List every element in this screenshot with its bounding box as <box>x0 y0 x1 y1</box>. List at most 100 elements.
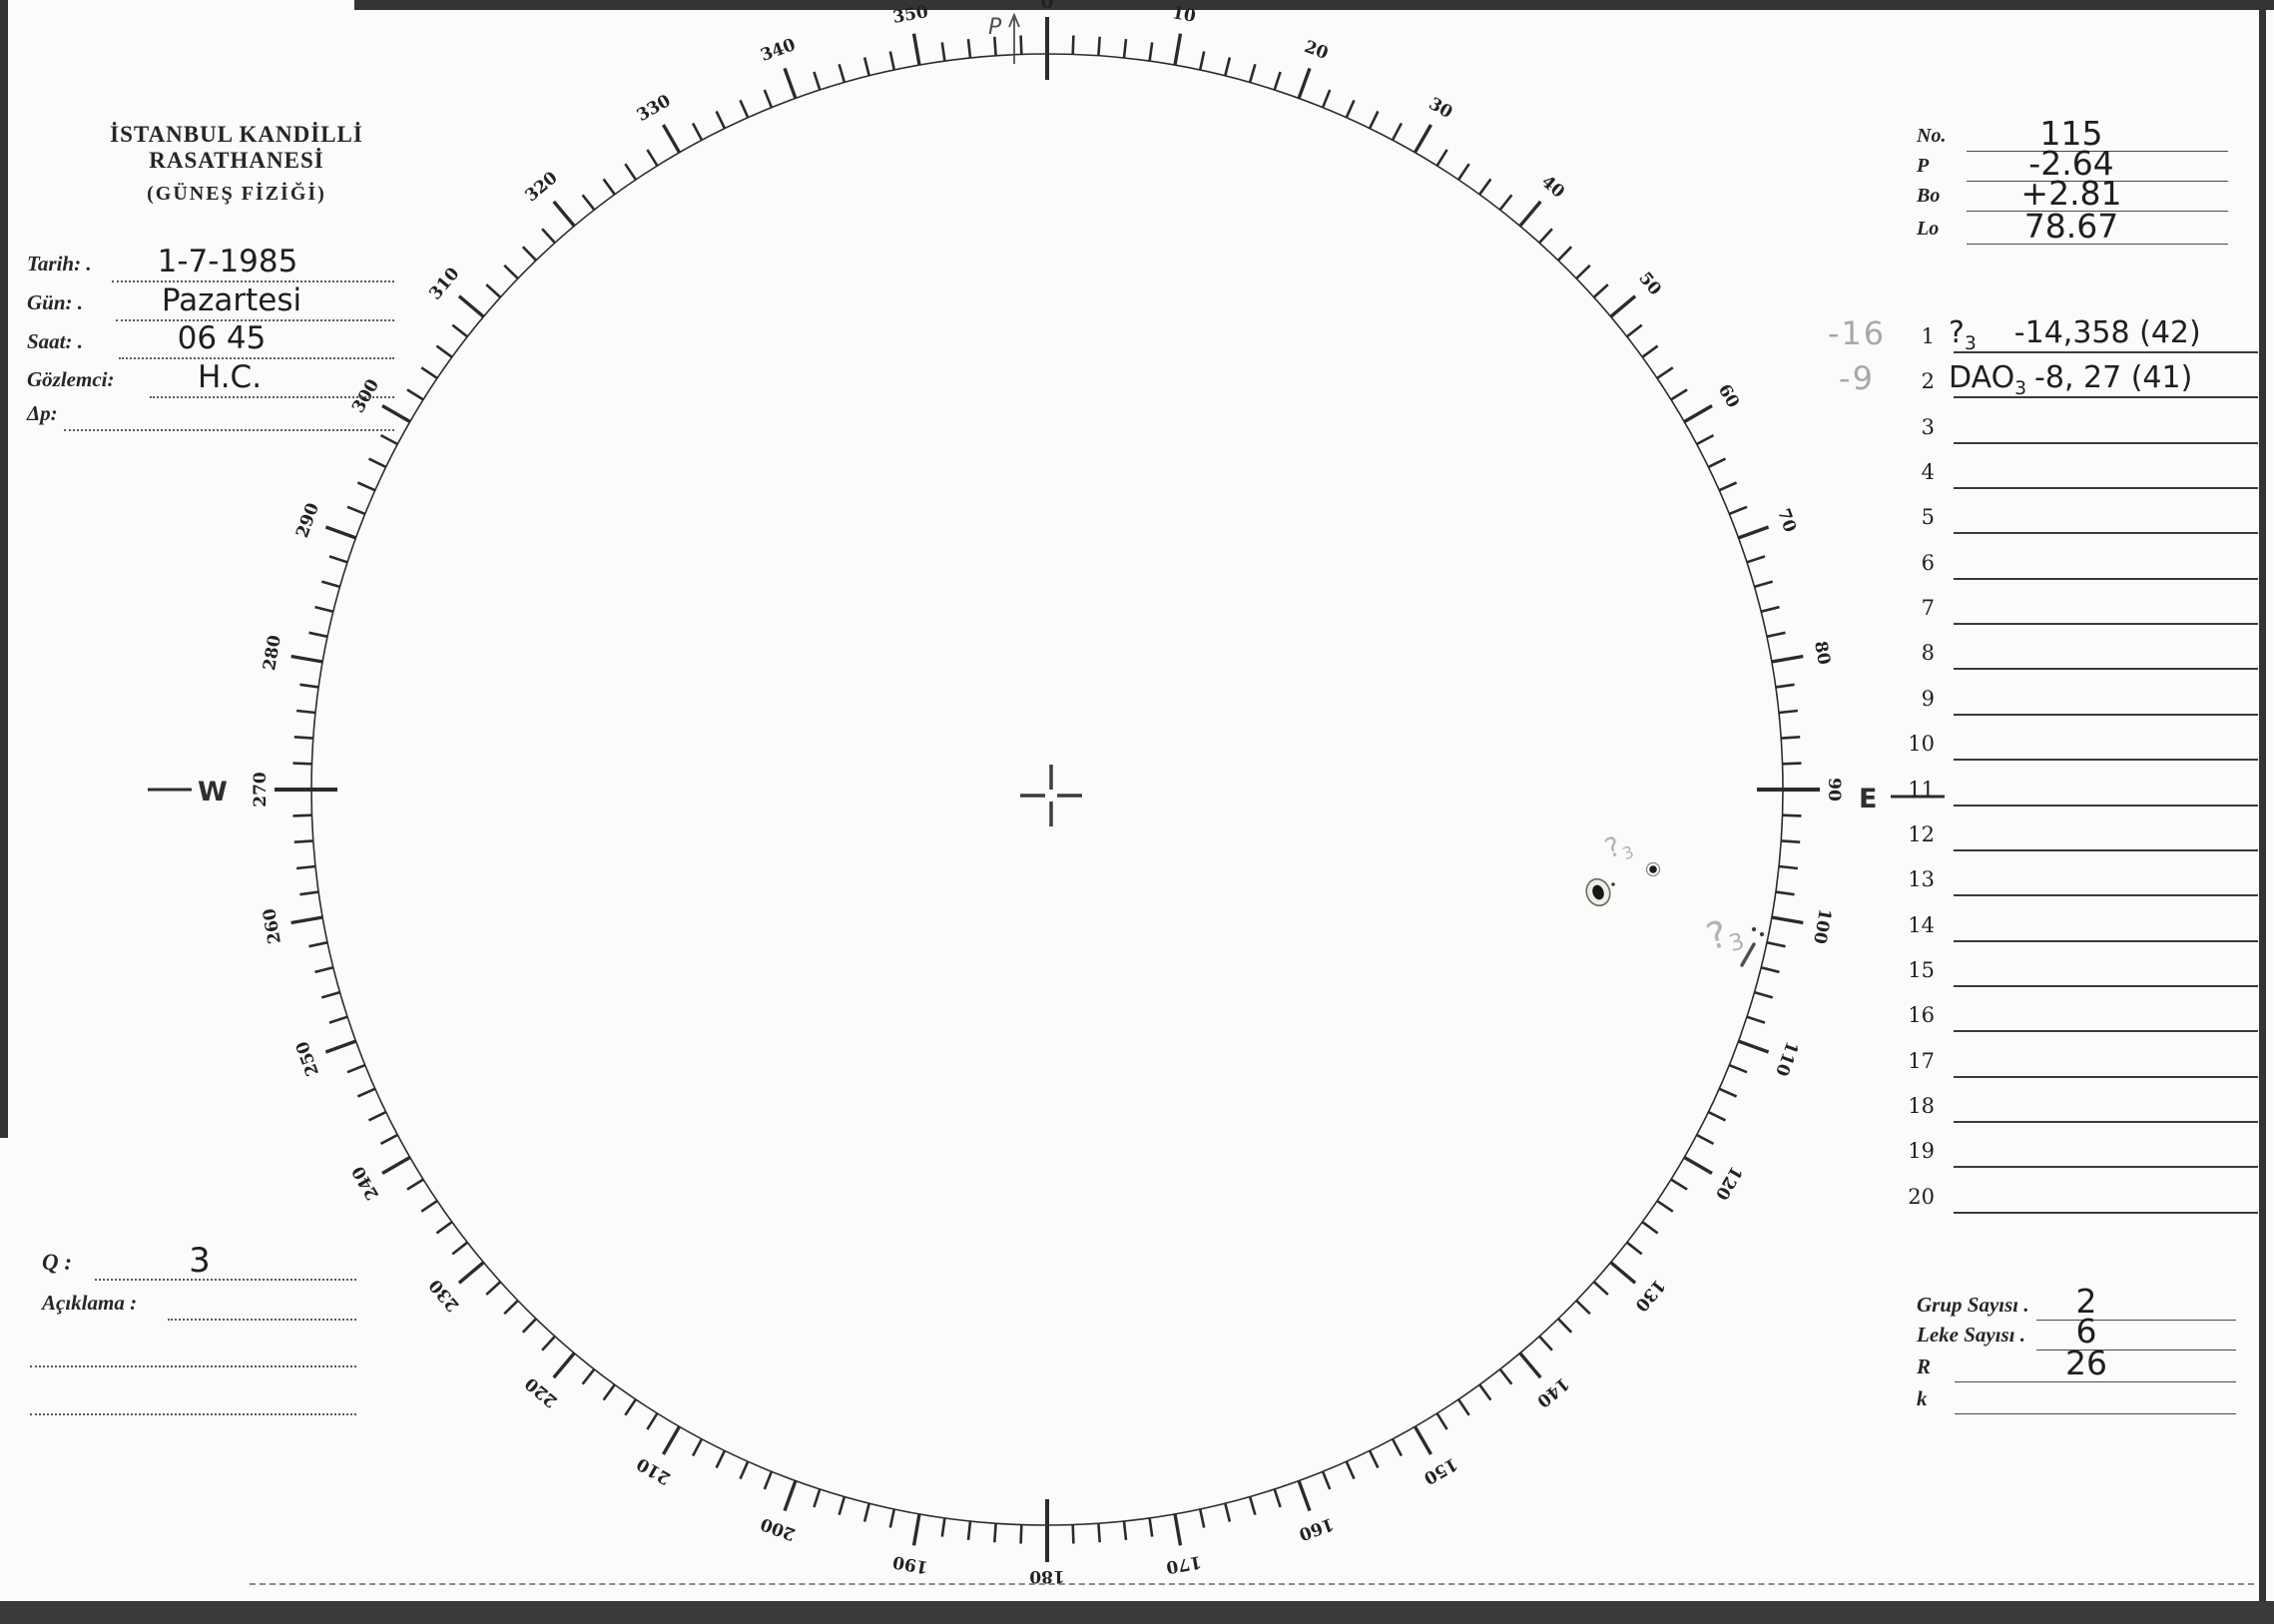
p-marker-arrowhead <box>1008 12 1020 28</box>
list-row-number: 12 <box>1908 822 1935 846</box>
ephemeris-line-No. <box>1967 151 2228 152</box>
degree-label-80: 80 <box>1810 640 1834 667</box>
degree-label-90: 90 <box>1824 778 1844 802</box>
list-row-number: 20 <box>1908 1185 1935 1209</box>
minor-tick <box>503 264 519 279</box>
list-row-line <box>1954 1166 2258 1168</box>
minor-tick <box>1728 505 1748 516</box>
minor-tick <box>1707 1110 1727 1122</box>
minor-tick <box>739 99 750 119</box>
degree-label-150: 150 <box>1420 1453 1460 1488</box>
minor-tick <box>602 1383 616 1401</box>
list-row-line <box>1954 759 2258 761</box>
minor-tick <box>1557 246 1573 262</box>
major-tick-170 <box>1173 1513 1183 1546</box>
minor-tick <box>1718 481 1738 492</box>
totals-line-1 <box>2036 1320 2236 1321</box>
minor-tick <box>451 1241 469 1256</box>
list-row-number: 2 <box>1921 369 1935 393</box>
minor-tick <box>1625 323 1643 338</box>
minor-tick <box>1656 366 1674 379</box>
minor-tick <box>367 457 387 469</box>
major-tick-50 <box>1609 294 1637 318</box>
minor-tick <box>1071 35 1075 55</box>
minor-tick <box>346 1063 366 1074</box>
scan-edge-bottom <box>0 1601 2274 1624</box>
minor-tick <box>602 178 616 196</box>
minor-tick <box>1575 264 1591 279</box>
minor-tick <box>367 1110 387 1122</box>
minor-tick <box>1625 1241 1643 1256</box>
major-tick-100 <box>1771 915 1804 925</box>
west-label: W <box>198 777 228 808</box>
minor-tick <box>406 388 424 401</box>
major-tick-320 <box>552 200 576 228</box>
totals-line-3 <box>1955 1381 2236 1382</box>
major-tick-60 <box>1683 404 1713 423</box>
degree-label-60: 60 <box>1714 381 1743 412</box>
list-row-number: 10 <box>1908 732 1935 756</box>
list-row-number: 9 <box>1921 687 1935 711</box>
major-tick-40 <box>1518 200 1542 228</box>
minor-tick <box>1097 1523 1101 1543</box>
major-tick-260 <box>290 915 323 925</box>
small-sunspot-ring <box>1645 861 1661 877</box>
minor-tick <box>541 228 556 245</box>
minor-tick <box>356 1087 376 1098</box>
minor-tick <box>293 839 313 843</box>
minor-tick <box>940 42 946 62</box>
sunspot-umbra <box>1592 884 1604 900</box>
minor-tick <box>293 736 313 740</box>
minor-tick <box>1224 1502 1232 1522</box>
minor-tick <box>328 555 348 564</box>
minor-tick <box>314 605 334 613</box>
degree-label-240: 240 <box>348 1162 383 1203</box>
minor-tick <box>485 1281 502 1296</box>
list-row-number: 5 <box>1921 505 1935 529</box>
degree-label-140: 140 <box>1532 1373 1572 1411</box>
major-tick-150 <box>1414 1425 1432 1455</box>
minor-tick <box>1478 1383 1492 1401</box>
major-tick-220 <box>552 1352 576 1379</box>
minor-tick <box>1368 110 1380 130</box>
minor-tick <box>1728 1063 1748 1074</box>
minor-tick <box>715 110 727 130</box>
minor-tick <box>420 366 438 379</box>
list-row-number: 16 <box>1908 1003 1935 1027</box>
degree-label-110: 110 <box>1771 1038 1802 1078</box>
list-row-line <box>1954 668 2258 670</box>
minor-tick <box>1754 990 1774 999</box>
degree-label-260: 260 <box>260 906 285 945</box>
ephemeris-value-Bo: +2.81 <box>2020 174 2122 213</box>
degree-label-170: 170 <box>1164 1551 1203 1577</box>
aciklama-label: Açıklama : <box>42 1291 138 1315</box>
minor-tick <box>1345 1460 1356 1480</box>
major-tick-350 <box>911 33 921 66</box>
minor-tick <box>646 1412 659 1430</box>
minor-tick <box>862 1502 870 1522</box>
totals-value-1: 2 <box>2075 1282 2097 1321</box>
list-row-number: 7 <box>1921 596 1935 620</box>
minor-tick <box>1760 605 1780 613</box>
minor-tick <box>1754 580 1774 589</box>
list-row-number: 17 <box>1908 1049 1935 1073</box>
minor-tick <box>1592 283 1609 298</box>
ephemeris-line-Bo <box>1967 211 2228 212</box>
degree-label-350: 350 <box>891 2 930 28</box>
list-row-line <box>1954 1121 2258 1123</box>
limb-spot-dot <box>1751 926 1757 932</box>
minor-tick <box>1345 99 1356 119</box>
minor-tick <box>581 1367 596 1385</box>
degree-label-230: 230 <box>425 1275 463 1315</box>
minor-tick <box>1148 42 1154 62</box>
minor-tick <box>1391 122 1404 141</box>
ephemeris-line-Lo <box>1967 244 2228 245</box>
minor-tick <box>1746 1015 1766 1024</box>
field-label-5: Δp: <box>27 401 58 425</box>
minor-tick <box>1766 940 1786 948</box>
minor-tick <box>1273 71 1282 91</box>
major-tick-30 <box>1414 124 1432 154</box>
minor-tick <box>346 505 366 516</box>
degree-label-250: 250 <box>292 1038 323 1078</box>
minor-tick <box>299 683 319 689</box>
